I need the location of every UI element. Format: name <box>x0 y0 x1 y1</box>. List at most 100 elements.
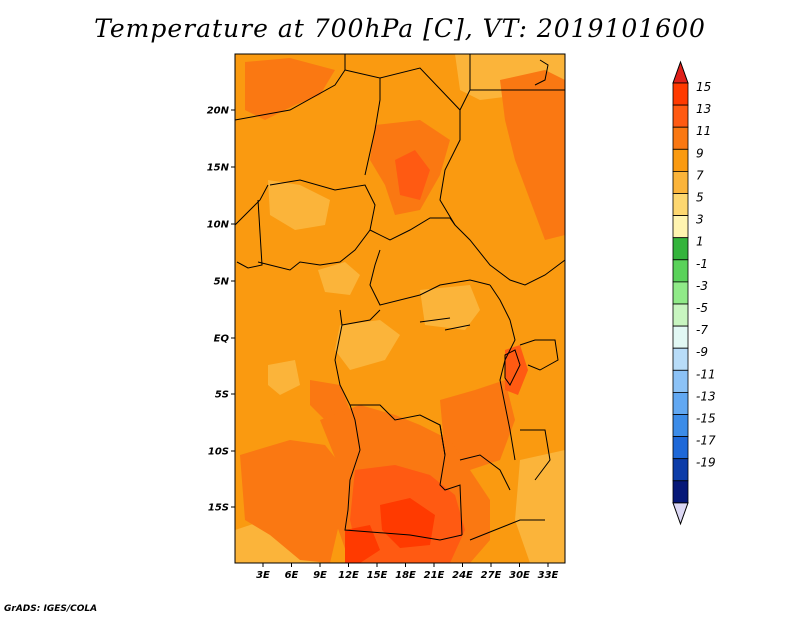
temperature-field <box>235 54 565 563</box>
country-borders <box>235 54 565 541</box>
border-line <box>257 179 376 271</box>
colorbar-label: -15 <box>696 412 716 426</box>
field-warm-patch <box>500 70 565 240</box>
colorbar-swatch <box>672 148 689 172</box>
colorbar-label: -5 <box>696 301 708 315</box>
lon-tick-label: 21E <box>424 570 445 581</box>
field-warm-patch <box>310 380 350 420</box>
colorbar-swatch <box>672 170 689 194</box>
colorbar-swatch <box>672 480 689 504</box>
lon-tick-label: 18E <box>395 570 416 581</box>
colorbar-swatch <box>672 391 689 415</box>
colorbar-swatch <box>672 325 689 349</box>
colorbar-label: 1 <box>696 235 704 249</box>
colorbar-swatch <box>672 259 689 283</box>
border-line <box>344 404 463 541</box>
field-warm-patch <box>240 440 345 563</box>
field-hottest-patch <box>380 498 435 548</box>
field-light-patch <box>318 262 360 295</box>
colorbar-swatch <box>672 303 689 327</box>
lon-tick-label: 12E <box>338 570 359 581</box>
colorbar-label: 9 <box>696 146 704 160</box>
border-line <box>519 339 559 371</box>
colorbar-label: -1 <box>696 257 708 271</box>
colorbar-label: -3 <box>696 279 708 293</box>
colorbar-label: 11 <box>696 124 711 138</box>
colorbar-label: 15 <box>696 80 711 94</box>
colorbar-label: -7 <box>696 323 708 337</box>
lon-tick-label: 6E <box>285 570 299 581</box>
colorbar-label: 13 <box>696 102 711 116</box>
border-line <box>419 317 471 331</box>
colorbar-label: -13 <box>696 389 716 403</box>
field-light-patch <box>515 450 565 563</box>
field-light-patch <box>268 360 300 395</box>
border-line <box>504 349 521 386</box>
border-line <box>334 324 446 456</box>
field-hottest-patch <box>345 525 380 563</box>
colorbar-label: 3 <box>696 213 704 227</box>
grads-credit: GrADS: IGES/COLA <box>4 604 98 614</box>
lat-tick-label: 15S <box>208 503 229 514</box>
colorbar-swatch <box>672 193 689 217</box>
colorbar-label: 5 <box>696 191 704 205</box>
colorbar: 15 13 11 9 7 5 3 1 -1 -3 -5 -7 -9 -11 -13 -15 -17 -19 <box>672 60 716 526</box>
colorbar-label: -11 <box>696 367 716 381</box>
latitude-axis: 20N 15N 10N 5N EQ 5S 10S 15S <box>207 106 235 514</box>
colorbar-arrow-top <box>672 60 689 84</box>
colorbar-label: -9 <box>696 345 708 359</box>
colorbar-label: 7 <box>696 168 704 182</box>
border-line <box>369 217 565 286</box>
map-frame <box>234 53 566 564</box>
field-light-patch <box>420 285 480 330</box>
border-line <box>439 424 463 536</box>
colorbar-swatch <box>672 237 689 261</box>
lat-tick-label: 5N <box>214 277 230 288</box>
colorbar-swatch <box>672 82 689 106</box>
field-light-patch <box>335 320 400 370</box>
lon-tick-label: 9E <box>313 570 327 581</box>
lon-tick-label: 33E <box>538 570 559 581</box>
colorbar-swatch <box>672 458 689 482</box>
border-line <box>469 519 545 541</box>
field-warm-patch <box>440 380 515 470</box>
border-line <box>339 309 381 326</box>
colorbar-swatch <box>672 104 689 128</box>
colorbar-swatch <box>672 347 689 371</box>
lat-tick-label: 10N <box>207 220 230 231</box>
lon-tick-label: 27E <box>481 570 502 581</box>
lat-tick-label: 10S <box>208 447 229 458</box>
border-line <box>459 89 565 140</box>
lat-tick-label: 15N <box>207 163 230 174</box>
colorbar-swatch <box>672 436 689 460</box>
border-line <box>520 429 551 481</box>
border-line <box>534 59 549 86</box>
longitude-axis: 3E 6E 9E 12E 15E 18E 21E 24E 27E 30E 33E <box>256 563 559 581</box>
border-line <box>344 69 381 176</box>
colorbar-swatch <box>672 215 689 239</box>
colorbar-label: -19 <box>696 456 716 470</box>
border-line <box>459 454 511 491</box>
field-warm-patch <box>245 58 335 120</box>
colorbar-swatch <box>672 281 689 305</box>
field-hot-patch <box>395 150 430 200</box>
border-line <box>236 199 263 269</box>
border-line <box>235 54 346 121</box>
lon-tick-label: 30E <box>509 570 530 581</box>
colorbar-swatch <box>672 126 689 150</box>
lon-tick-label: 15E <box>367 570 388 581</box>
colorbar-arrow-bottom <box>672 502 689 526</box>
lat-tick-label: 20N <box>207 106 230 117</box>
lon-tick-label: 3E <box>256 570 270 581</box>
lon-tick-label: 24E <box>452 570 473 581</box>
border-line <box>235 184 269 226</box>
lat-tick-label: EQ <box>214 334 230 345</box>
colorbar-label: -17 <box>696 434 716 448</box>
colorbar-swatch <box>672 414 689 438</box>
lat-tick-label: 5S <box>215 390 229 401</box>
field-light-patch <box>268 180 330 230</box>
colorbar-swatch <box>672 369 689 393</box>
map-title: Temperature at 700hPa [C], VT: 201910160… <box>94 14 706 43</box>
border-line <box>369 249 491 306</box>
